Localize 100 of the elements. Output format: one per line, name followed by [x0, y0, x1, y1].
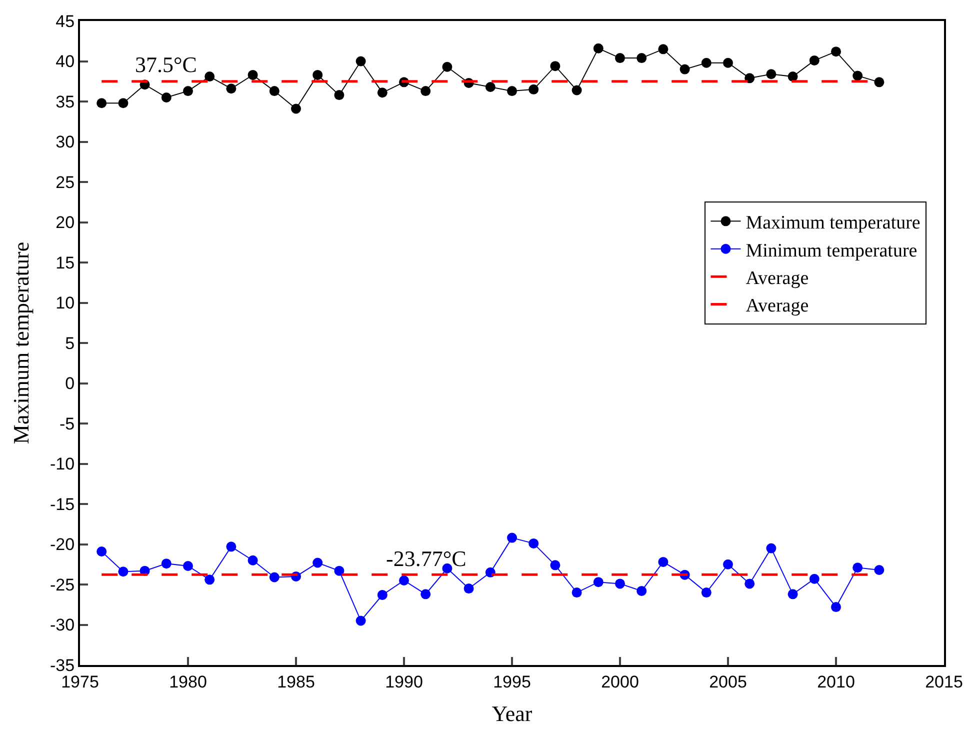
y-tick-label: -10 — [50, 454, 75, 474]
point — [226, 84, 236, 94]
x-tick-label: 1975 — [61, 672, 99, 692]
point — [636, 53, 647, 64]
point — [464, 584, 474, 594]
point — [204, 574, 215, 585]
point — [593, 43, 604, 54]
point — [874, 565, 884, 576]
point — [248, 555, 258, 566]
y-tick-label: -30 — [50, 616, 75, 635]
point — [788, 72, 798, 82]
point — [161, 92, 172, 102]
point — [183, 86, 193, 96]
point — [96, 98, 107, 108]
y-tick-label: 45 — [56, 12, 75, 31]
point — [248, 70, 258, 80]
point — [809, 574, 820, 584]
y-tick-label: 35 — [56, 92, 75, 112]
point — [701, 58, 712, 68]
point — [507, 532, 517, 543]
annotation: -23.77°C — [386, 546, 466, 571]
y-tick-label: 5 — [65, 334, 75, 353]
point — [658, 44, 668, 54]
point — [507, 86, 517, 96]
point — [485, 82, 496, 92]
legend-label: Minimum temperature — [746, 240, 918, 262]
y-tick-label: -25 — [50, 575, 75, 594]
x-tick-label: 1995 — [493, 672, 531, 692]
y-tick-label: 0 — [65, 374, 75, 394]
point — [766, 69, 776, 80]
point — [226, 542, 236, 552]
annotation: 37.5°C — [135, 52, 197, 77]
y-tick-label: 15 — [56, 253, 75, 272]
legend-label: Maximum temperature — [746, 212, 920, 234]
y-axis-title: Maximum temperature — [8, 242, 34, 444]
x-axis-title: Year — [492, 700, 533, 726]
y-tick-label: -20 — [50, 535, 75, 554]
point — [399, 575, 409, 586]
point — [312, 70, 323, 80]
point — [204, 72, 215, 82]
x-tick-label: 1985 — [277, 672, 315, 692]
y-tick-label: -35 — [50, 656, 75, 675]
point — [118, 566, 128, 577]
point — [593, 577, 604, 588]
point — [874, 77, 884, 88]
point — [550, 61, 560, 72]
point — [572, 588, 582, 598]
point — [528, 538, 539, 548]
y-tick-label: 40 — [56, 52, 75, 72]
x-tick-label: 2015 — [925, 672, 963, 692]
point — [831, 602, 841, 612]
point — [766, 543, 776, 554]
y-tick-label: 25 — [56, 172, 75, 192]
point — [118, 98, 128, 108]
point — [744, 73, 755, 84]
point — [334, 566, 344, 576]
point — [334, 90, 344, 100]
point — [809, 55, 820, 66]
x-tick-label: 1990 — [385, 672, 423, 692]
point — [269, 86, 280, 96]
point — [788, 589, 798, 600]
y-tick-label: -15 — [50, 494, 75, 514]
point — [183, 560, 193, 571]
point — [420, 86, 431, 96]
point — [356, 56, 366, 66]
x-tick-label: 2005 — [709, 672, 747, 692]
point — [528, 84, 539, 94]
point — [312, 558, 323, 568]
point — [636, 586, 647, 596]
point — [852, 562, 863, 573]
point — [744, 578, 755, 589]
point — [377, 590, 388, 600]
legend-label: Average — [746, 268, 809, 289]
legend-label: Average — [746, 296, 809, 317]
y-tick-label: 30 — [56, 132, 75, 152]
point — [723, 559, 733, 570]
point — [291, 104, 301, 114]
y-tick-label: 20 — [56, 213, 75, 232]
x-tick-label: 2000 — [601, 672, 639, 692]
x-tick-label: 2010 — [817, 672, 855, 692]
point — [852, 70, 863, 81]
point — [680, 64, 690, 74]
point — [356, 616, 366, 626]
y-tick-label: -5 — [59, 414, 75, 434]
point — [269, 572, 280, 582]
point — [377, 88, 388, 98]
point — [701, 588, 712, 598]
point — [658, 556, 668, 567]
x-tick-label: 1980 — [169, 672, 207, 692]
point — [442, 62, 452, 72]
y-tick-label: 10 — [56, 294, 75, 313]
point — [723, 58, 733, 68]
point — [96, 546, 107, 556]
point — [550, 560, 560, 570]
point — [615, 53, 625, 64]
point — [161, 558, 172, 569]
point — [572, 85, 582, 96]
point — [420, 589, 431, 600]
point — [831, 46, 841, 57]
point — [615, 578, 625, 589]
